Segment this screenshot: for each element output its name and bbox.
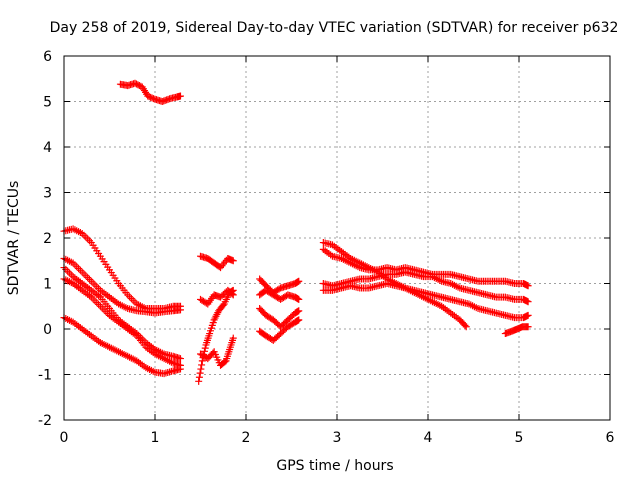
data-point xyxy=(176,355,184,363)
data-point xyxy=(84,235,92,243)
data-point xyxy=(219,301,227,309)
data-point xyxy=(524,282,532,290)
data-point xyxy=(176,365,184,373)
series-arc-j xyxy=(256,275,303,297)
chart-title: Day 258 of 2019, Sidereal Day-to-day VTE… xyxy=(50,20,619,36)
y-tick-label: 1 xyxy=(43,277,52,293)
series-arc-o xyxy=(319,245,532,290)
x-tick-label: 5 xyxy=(515,430,524,446)
data-point xyxy=(295,307,303,315)
x-tick-label: 2 xyxy=(242,430,251,446)
series-arc-m xyxy=(256,316,303,344)
data-point xyxy=(93,283,101,291)
data-point xyxy=(75,264,83,272)
data-point xyxy=(461,321,469,329)
data-point xyxy=(102,308,110,316)
x-tick-label: 3 xyxy=(333,430,342,446)
data-point xyxy=(91,281,99,289)
data-point xyxy=(98,304,106,312)
series-arc-i xyxy=(197,334,237,369)
y-tick-label: -2 xyxy=(38,413,52,429)
data-point xyxy=(197,365,205,373)
series-arc-f xyxy=(197,252,237,272)
y-tick-label: 0 xyxy=(43,322,52,338)
data-point xyxy=(462,323,470,331)
data-point xyxy=(82,272,90,280)
x-tick-label: 6 xyxy=(606,430,615,446)
data-point xyxy=(198,357,206,365)
data-point xyxy=(229,286,237,294)
data-point xyxy=(524,311,532,319)
y-tick-label: 5 xyxy=(43,95,52,111)
axis-ticks: 0 1 2 3 4 5 6 -2 -1 0 1 2 3 4 5 6 xyxy=(38,49,615,446)
plot-frame xyxy=(63,55,611,421)
data-point xyxy=(198,361,206,369)
data-point xyxy=(126,293,134,301)
y-tick-label: 3 xyxy=(43,186,52,202)
data-point xyxy=(229,334,237,342)
data-marks xyxy=(60,79,532,385)
data-point xyxy=(129,296,137,304)
y-tick-label: 6 xyxy=(43,49,52,65)
data-point xyxy=(87,277,95,285)
data-point xyxy=(64,267,72,275)
series-arc-r xyxy=(501,323,532,338)
data-point xyxy=(176,306,184,314)
y-axis-label: SDTVAR / TECUs xyxy=(6,181,22,296)
data-point xyxy=(62,265,70,273)
data-point xyxy=(85,237,93,245)
x-tick-label: 4 xyxy=(424,430,433,446)
data-point xyxy=(89,279,97,287)
y-tick-label: 4 xyxy=(43,140,52,156)
data-point xyxy=(93,299,101,307)
data-point xyxy=(80,270,88,278)
data-point xyxy=(91,297,99,305)
data-point xyxy=(295,277,303,285)
data-point xyxy=(127,295,135,303)
data-point xyxy=(100,306,108,314)
series-arc-h xyxy=(195,286,237,385)
data-point xyxy=(82,233,90,241)
series-arc-l xyxy=(256,305,303,331)
data-point xyxy=(78,268,86,276)
series-arc-q xyxy=(319,280,532,322)
y-tick-label: -1 xyxy=(38,368,52,384)
data-point xyxy=(95,285,103,293)
data-point xyxy=(196,369,204,377)
series-arc-k xyxy=(256,286,303,303)
data-point xyxy=(295,316,303,324)
x-tick-label: 0 xyxy=(60,430,69,446)
data-point xyxy=(84,274,92,282)
data-point xyxy=(67,271,75,279)
x-tick-label: 1 xyxy=(151,430,160,446)
data-point xyxy=(85,275,93,283)
data-point xyxy=(76,266,84,274)
series-arc-b xyxy=(60,254,184,317)
data-point xyxy=(201,344,209,352)
data-point xyxy=(524,298,532,306)
data-point xyxy=(195,377,203,385)
data-point xyxy=(295,295,303,303)
y-tick-label: 2 xyxy=(43,231,52,247)
series-arc-p xyxy=(319,268,532,306)
series-arc-top xyxy=(116,79,184,105)
data-point xyxy=(89,295,97,303)
data-point xyxy=(229,257,237,265)
data-point xyxy=(195,373,203,381)
data-point xyxy=(65,269,73,277)
data-point xyxy=(524,323,532,331)
data-point xyxy=(176,92,184,100)
x-axis-label: GPS time / hours xyxy=(276,458,393,474)
data-point xyxy=(73,263,81,271)
